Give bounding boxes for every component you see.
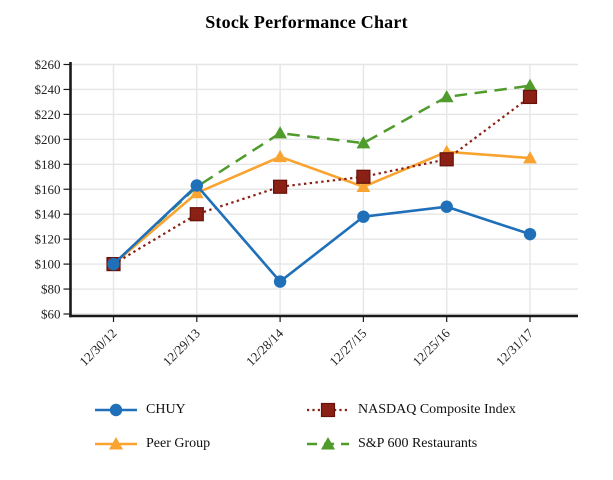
data-point-marker-s-p-600-restaurants <box>439 90 454 103</box>
chart-title: Stock Performance Chart <box>205 12 408 32</box>
peer-group-legend-swatch-icon <box>95 436 137 449</box>
series-line-nasdaq-composite-index <box>112 96 531 266</box>
chuy-legend-swatch-icon <box>95 403 137 416</box>
data-point-marker-nasdaq-composite-index <box>439 152 454 167</box>
data-point-marker-nasdaq-composite-index <box>522 89 538 105</box>
legend-label-sp600-restaurants: S&P 600 Restaurants <box>358 435 478 451</box>
series-line-s-p-600-restaurants <box>112 84 531 266</box>
y-tick-label: $180 <box>35 157 61 172</box>
data-point-marker-nasdaq-composite-index <box>356 169 371 184</box>
x-tick-label: 12/27/15 <box>326 326 369 369</box>
data-point-marker-peer-group <box>273 149 287 163</box>
legend-item-chuy: CHUY <box>93 399 305 420</box>
legend-item-nasdaq: NASDAQ Composite Index <box>305 399 516 420</box>
data-point-marker-nasdaq-composite-index <box>189 207 204 222</box>
y-tick-label: $260 <box>35 57 61 72</box>
x-tick-label: 12/30/12 <box>76 326 119 369</box>
series-line-peer-group <box>112 150 531 266</box>
y-tick-label: $140 <box>35 207 61 222</box>
data-point-marker-chuy <box>357 210 370 223</box>
y-tick-label: $220 <box>35 107 61 122</box>
y-tick-label: $120 <box>35 232 61 247</box>
x-tick-label: 12/28/14 <box>243 325 287 369</box>
y-tick-label: $100 <box>35 257 61 272</box>
data-point-marker-peer-group <box>523 151 537 164</box>
x-tick-label: 12/25/16 <box>410 325 454 369</box>
legend-label-peer-group: Peer Group <box>146 435 211 451</box>
data-point-marker-nasdaq-composite-index <box>273 179 288 194</box>
x-tick-label: 12/31/17 <box>493 325 537 369</box>
series-line-chuy <box>112 183 531 284</box>
data-point-marker-chuy <box>273 275 287 288</box>
sp600-legend-swatch-icon <box>307 436 349 449</box>
data-point-marker-chuy <box>440 200 453 213</box>
chart-legend: CHUY NASDAQ Composite Index Peer Group S… <box>93 399 516 454</box>
nasdaq-legend-swatch-icon <box>307 402 349 417</box>
data-point-marker-chuy <box>190 179 203 192</box>
data-point-marker-s-p-600-restaurants <box>523 78 537 92</box>
data-point-marker-chuy <box>523 227 537 241</box>
legend-item-peer-group: Peer Group <box>93 433 305 454</box>
y-tick-label: $240 <box>35 82 61 97</box>
data-point-marker-chuy <box>107 257 120 271</box>
legend-label-nasdaq: NASDAQ Composite Index <box>358 401 516 417</box>
y-tick-label: $60 <box>41 307 61 322</box>
stock-performance-chart: $60 $80 $100 $120 $140 $160 $180 $200 $220 $240 $2… <box>35 57 578 369</box>
data-point-marker-s-p-600-restaurants <box>356 136 371 149</box>
data-point-marker-peer-group <box>356 179 371 193</box>
data-point-marker-s-p-600-restaurants <box>273 126 287 139</box>
legend-item-sp600-restaurants: S&P 600 Restaurants <box>305 433 516 454</box>
y-tick-label: $80 <box>41 282 61 297</box>
x-tick-label: 12/29/13 <box>160 326 203 369</box>
y-tick-label: $160 <box>35 182 61 197</box>
data-point-marker-peer-group <box>189 186 204 199</box>
y-tick-label: $200 <box>35 132 61 147</box>
legend-label-chuy: CHUY <box>146 401 186 417</box>
